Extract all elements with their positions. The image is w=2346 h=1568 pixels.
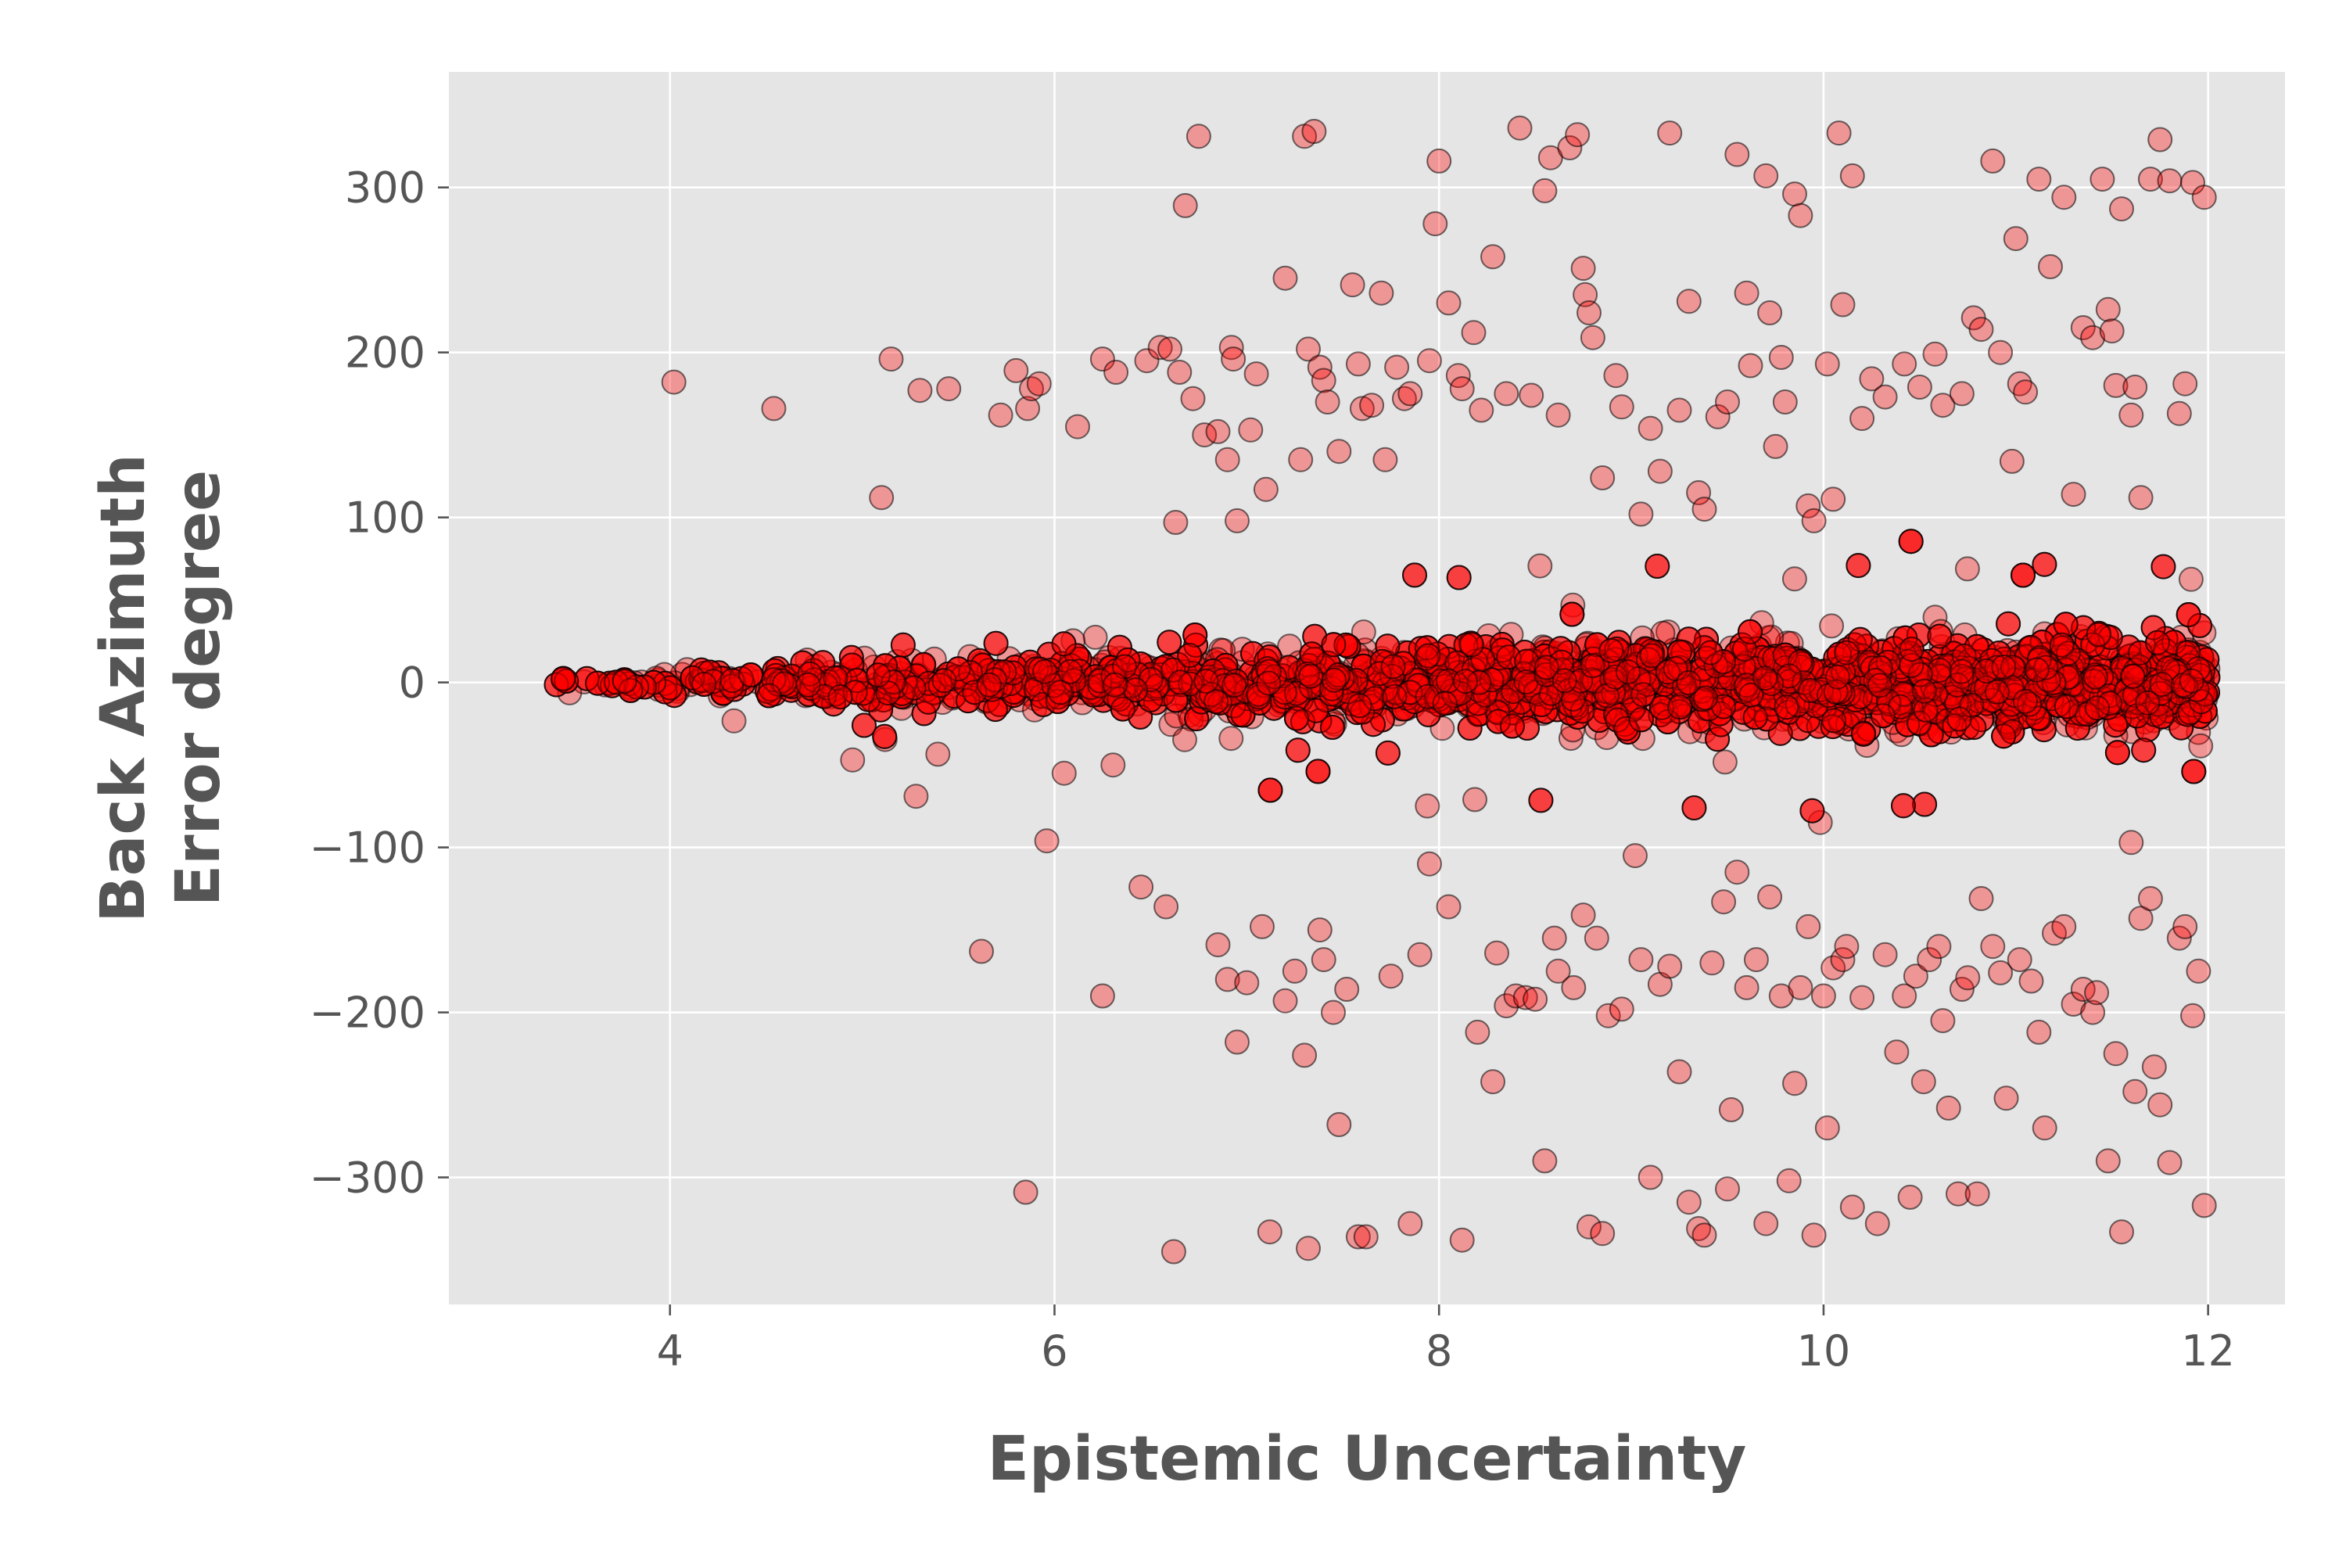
data-point <box>1800 799 1824 823</box>
data-point <box>1668 695 1691 719</box>
data-point <box>2189 734 2212 758</box>
data-point <box>723 709 746 733</box>
data-point <box>757 684 780 708</box>
data-point <box>2106 741 2129 764</box>
data-point <box>1259 778 1282 802</box>
data-point <box>692 673 716 696</box>
data-point <box>2132 738 2155 762</box>
data-point <box>1376 741 1400 765</box>
data-point <box>1913 793 1936 816</box>
data-point <box>1744 705 1767 729</box>
data-point <box>1219 727 1243 750</box>
data-point <box>1645 554 1669 578</box>
data-point <box>1822 709 1846 732</box>
data-point <box>1996 612 2020 636</box>
data-point <box>1820 614 1843 637</box>
data-point <box>1560 603 1584 626</box>
data-point <box>2151 555 2175 579</box>
data-point <box>2032 553 2056 576</box>
data-point <box>1286 738 1310 762</box>
data-point <box>2054 612 2078 636</box>
data-point <box>2087 623 2111 647</box>
data-point <box>1783 567 1806 590</box>
data-point <box>1447 566 1471 590</box>
data-point <box>1084 626 1107 649</box>
data-point <box>1956 557 1979 580</box>
data-point <box>1463 788 1487 811</box>
data-point <box>873 725 896 748</box>
data-point <box>1101 753 1125 777</box>
data-point <box>926 742 949 766</box>
data-point <box>2179 568 2203 591</box>
data-point <box>1682 796 1706 820</box>
data-point <box>1053 632 1076 655</box>
data-point <box>1173 728 1196 752</box>
data-point <box>1846 554 1870 577</box>
data-point <box>1528 554 1551 578</box>
data-point <box>1713 750 1737 773</box>
data-point <box>1529 788 1552 812</box>
data-point <box>1928 625 1951 648</box>
data-point <box>1415 795 1439 818</box>
data-point <box>985 632 1008 655</box>
data-point <box>1157 630 1181 654</box>
data-point <box>1403 563 1426 587</box>
data-point <box>1892 794 1915 817</box>
data-point <box>891 633 915 657</box>
